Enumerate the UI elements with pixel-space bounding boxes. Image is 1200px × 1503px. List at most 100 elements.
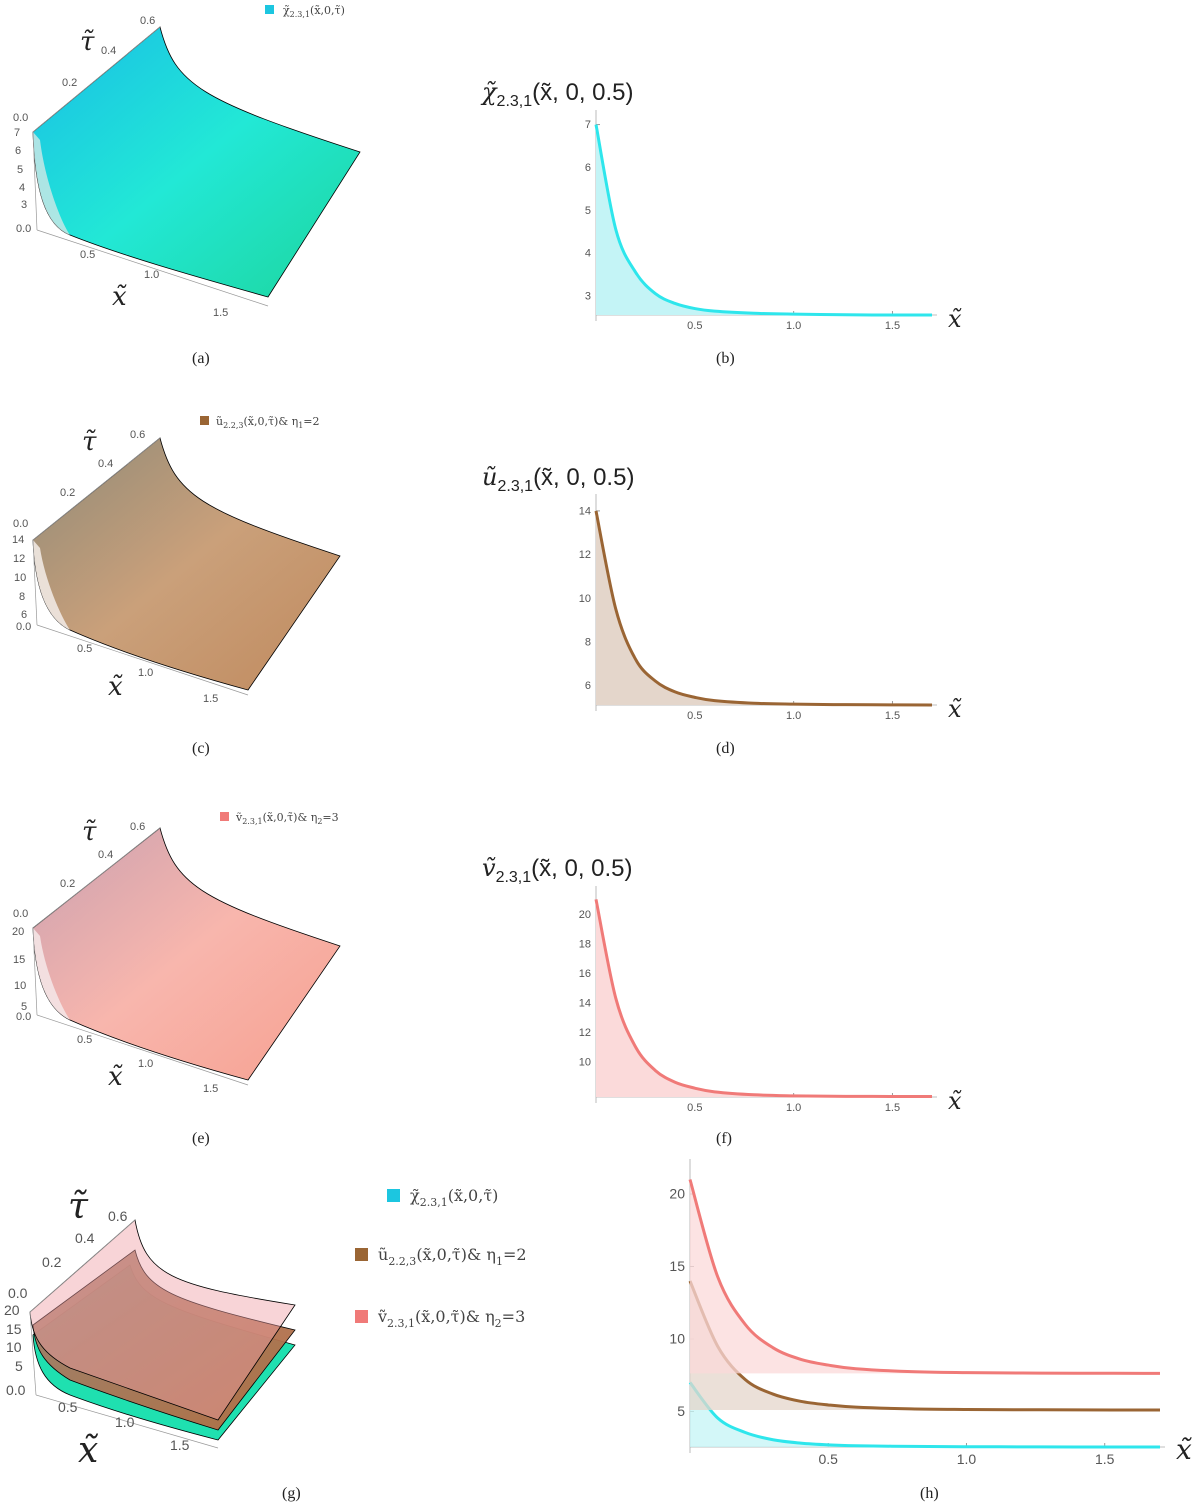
series-chi-line [688, 1381, 1161, 1449]
axis-tau [29, 1219, 136, 1313]
legend-swatch-chi [265, 5, 274, 14]
tau-tick: 0.2 [62, 77, 77, 89]
z-tick: 5 [17, 164, 23, 176]
z-tick: 6 [21, 609, 27, 621]
axis-z [32, 927, 38, 1016]
series-u-area [690, 1280, 1160, 1411]
x-tick-label: 1.0 [786, 320, 801, 332]
z-tick: 15 [6, 1321, 22, 1337]
legend-label: ṽ2.3,1(x̃,0,τ̃)& η2=3 [235, 811, 339, 826]
y-tick-label: 14 [579, 506, 591, 518]
tau-tick: 0.0 [13, 518, 28, 530]
x-axis-label: x̃ [108, 672, 123, 702]
x-tick-label: 1.5 [885, 320, 900, 332]
tau-tick: 0.2 [42, 1254, 62, 1270]
x-tick-label: 0.5 [687, 1102, 702, 1114]
panel-a-3d-surface: τ̃ x̃ 0.6 0.4 0.2 0.0 7 6 5 4 3 0.0 0.5 … [13, 4, 361, 319]
x-tick: 0.0 [16, 223, 31, 235]
tau-tick: 0.4 [98, 458, 113, 470]
series-u-line [688, 1280, 1161, 1412]
legend-label: χ̃2.3,1(x̃,0,τ̃) [410, 1186, 498, 1209]
caption-a: (a) [192, 350, 210, 367]
z-tick: 6 [15, 145, 21, 157]
y-tick-label: 6 [585, 162, 591, 174]
x-tick-label: 0.5 [819, 1451, 839, 1467]
caption-f: (f) [716, 1130, 732, 1147]
y-tick-label: 7 [585, 119, 591, 131]
axis-x [36, 229, 269, 307]
series-u-line [594, 510, 933, 707]
axis-x [36, 624, 249, 696]
x-axis-label: x̃ [108, 1062, 123, 1092]
chart-b: 0.5 1.0 1.5 3 4 5 6 7 x̃ χ̃2.3,1(x̃, 0, 0.5) [480, 78, 962, 333]
caption-b: (b) [716, 350, 735, 367]
axis-tau [32, 437, 161, 541]
x-tick: 0.5 [77, 643, 92, 655]
chart-title: ũ2.3,1(x̃, 0, 0.5) [482, 463, 634, 495]
caption-d: (d) [716, 740, 735, 757]
x-axis-label: x̃ [948, 695, 962, 723]
x-tick: 0.0 [16, 1011, 31, 1023]
axis-z [29, 1311, 37, 1396]
tau-tick: 0.6 [130, 429, 145, 441]
x-tick-label: 1.0 [786, 710, 801, 722]
legend-label: ṽ2.3,1(x̃,0,τ̃)& η2=3 [377, 1307, 525, 1330]
x-axis-label: x̃ [1176, 1433, 1192, 1466]
z-tick: 14 [12, 534, 24, 546]
z-tick: 5 [21, 1001, 27, 1013]
z-tick: 7 [14, 127, 20, 139]
y-tick-label: 12 [579, 549, 591, 561]
y-tick-label: 4 [585, 248, 591, 260]
z-tick: 5 [15, 1358, 23, 1374]
x-axis-label: x̃ [948, 305, 962, 333]
x-tick: 1.5 [213, 307, 228, 319]
chart-h: 0.5 1.0 1.5 5 10 15 20 x̃ [669, 1159, 1192, 1467]
z-tick: 10 [14, 980, 26, 992]
x-tick: 0.5 [58, 1399, 78, 1415]
z-tick: 0.0 [6, 1382, 26, 1398]
tau-tick: 0.0 [13, 908, 28, 920]
z-tick: 20 [4, 1302, 20, 1318]
x-tick-label: 1.5 [885, 1102, 900, 1114]
tau-tick: 0.6 [130, 821, 145, 833]
x-tick: 0.5 [77, 1034, 92, 1046]
z-tick: 12 [13, 553, 25, 565]
z-tick: 3 [21, 199, 27, 211]
x-tick: 1.0 [144, 269, 159, 281]
y-tick-label: 16 [579, 968, 591, 980]
legend-swatch-u [355, 1248, 368, 1261]
surface-underside [33, 132, 70, 235]
chart-title: χ̃2.3,1(x̃, 0, 0.5) [480, 78, 634, 110]
z-tick: 10 [14, 572, 26, 584]
x-tick-label: 0.5 [687, 320, 702, 332]
x-tick-label: 1.0 [957, 1451, 977, 1467]
z-tick: 10 [6, 1339, 22, 1355]
y-tick-label: 20 [579, 909, 591, 921]
caption-c: (c) [192, 740, 210, 757]
z-tick: 8 [19, 591, 25, 603]
caption-g: (g) [282, 1485, 301, 1502]
series-v-line [594, 899, 933, 1099]
tau-tick: 0.2 [60, 487, 75, 499]
y-tick-label: 14 [579, 997, 591, 1009]
tau-axis-label: τ̃ [68, 1186, 89, 1227]
x-tick-label: 1.5 [885, 710, 900, 722]
chart-d: 0.5 1.0 1.5 6 8 10 12 14 x̃ ũ2.3,1(x̃, 0, 0.5) [482, 463, 962, 723]
legend-swatch-u [200, 416, 209, 425]
series-chi-area [596, 124, 932, 316]
axis-x [35, 1394, 219, 1449]
axis-x [36, 1014, 249, 1086]
legend-swatch-v [355, 1310, 368, 1323]
y-tick-label: 10 [579, 593, 591, 605]
chart-f: 0.5 1.0 1.5 10 12 14 16 18 20 x̃ ṽ2.3,1(x̃, 0, 0.5… [482, 854, 962, 1115]
tau-axis-label: τ̃ [82, 817, 97, 847]
series-chi-line [594, 124, 933, 317]
series-chi-area [690, 1382, 1160, 1448]
y-tick-label: 8 [585, 636, 591, 648]
tau-tick: 0.4 [101, 45, 116, 57]
tau-tick: 0.4 [75, 1230, 95, 1246]
legend-label: ũ2.2,3(x̃,0,τ̃)& η1=2 [378, 1245, 527, 1268]
chart-title: ṽ2.3,1(x̃, 0, 0.5) [482, 854, 633, 886]
series-v-line [688, 1179, 1161, 1375]
